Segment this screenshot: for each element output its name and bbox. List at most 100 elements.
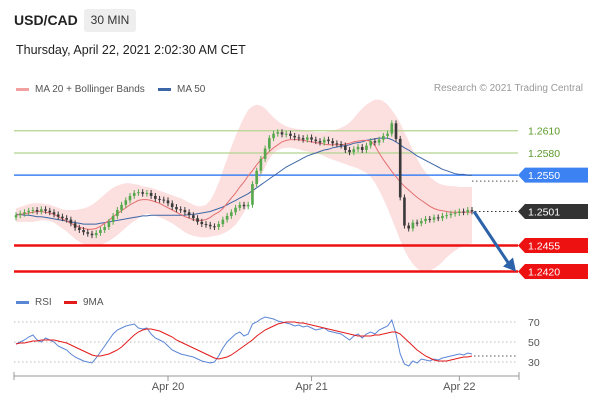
candle-body [61, 216, 64, 219]
candle-body [48, 210, 52, 213]
candle-body [170, 203, 174, 208]
candle-body [128, 195, 132, 201]
legend-ma20: MA 20 + Bollinger Bands [16, 84, 145, 95]
candle-body [420, 221, 423, 224]
candle-body [382, 135, 385, 140]
candle [453, 210, 457, 217]
candle [52, 209, 56, 218]
candle [179, 206, 182, 213]
candle [301, 135, 305, 143]
candle-body [306, 137, 309, 140]
candle-body [390, 123, 394, 134]
candle-body [276, 132, 280, 134]
candle-body [234, 207, 237, 213]
candle-body [335, 143, 339, 145]
legend-rsi: RSI [16, 297, 52, 308]
candle [331, 138, 334, 147]
candle [436, 214, 440, 222]
rsi-swatch [16, 301, 29, 304]
candle-body [445, 215, 448, 217]
price-tag-1-2550 [518, 167, 588, 183]
candle [40, 206, 43, 215]
candle [208, 221, 212, 230]
candle-body [466, 210, 470, 213]
candle [390, 120, 394, 137]
level-label-1-2420: 1.2420 [528, 266, 560, 278]
candle [86, 229, 90, 237]
rsi-tick-label: 30 [528, 357, 540, 369]
candle-body [103, 227, 106, 230]
candle [470, 207, 474, 215]
candle [348, 147, 351, 156]
candle-body [297, 137, 301, 139]
candle-body [424, 218, 427, 222]
candle [411, 219, 415, 232]
candle-body [137, 192, 140, 194]
candle [73, 220, 77, 231]
candle [78, 224, 81, 233]
candle-body [120, 204, 123, 210]
candle-body [373, 141, 377, 143]
candle-body [56, 214, 60, 217]
candle [124, 197, 128, 208]
candle-body [356, 147, 360, 150]
candle [251, 181, 254, 208]
candle [94, 230, 98, 239]
level-label-1-2455: 1.2455 [528, 241, 560, 253]
candle-body [175, 207, 178, 210]
credit-text: Research © 2021 Trading Central [433, 83, 583, 94]
ma9-swatch [64, 301, 77, 304]
candle-body [458, 211, 461, 213]
rsi-line [15, 316, 473, 367]
candle-body [263, 148, 267, 159]
candle-body [251, 184, 254, 205]
candle [27, 207, 30, 216]
candle-body [310, 137, 313, 140]
candle-body [196, 218, 199, 222]
candle [170, 200, 174, 210]
candle [234, 204, 237, 216]
candle [263, 145, 267, 162]
timeframe-badge[interactable]: 30 MIN [84, 9, 136, 32]
candle [424, 215, 427, 225]
candle [458, 208, 461, 216]
candle-body [40, 209, 43, 212]
candle [44, 206, 47, 214]
candle [284, 130, 288, 138]
candle [255, 167, 258, 188]
candle [204, 221, 208, 228]
candle-body [208, 224, 212, 227]
rsi-ma-line [15, 321, 473, 362]
legend-ma20-label: MA 20 + Bollinger Bands [35, 84, 145, 95]
candle-body [348, 150, 351, 153]
ma50-swatch [158, 88, 171, 91]
ma20-swatch [16, 88, 29, 91]
candle-body [428, 218, 432, 220]
candle [217, 221, 220, 230]
candle-body [213, 226, 216, 228]
candle [339, 141, 343, 149]
candle [466, 207, 470, 216]
level-label-1-2610: 1.2610 [528, 126, 560, 138]
candle [56, 211, 60, 220]
candle [415, 219, 419, 227]
candle [318, 138, 322, 146]
ma50-line [16, 137, 472, 225]
candle-body [107, 221, 111, 228]
candle-body [255, 170, 258, 185]
candle [314, 136, 318, 145]
rsi-tick-label: 50 [528, 337, 540, 349]
candle [82, 227, 85, 236]
candle [445, 212, 448, 219]
candle-body [23, 212, 26, 214]
candle-body [272, 133, 275, 139]
candle [192, 212, 195, 222]
candle [428, 215, 432, 223]
candle [132, 190, 136, 199]
candle-body [78, 227, 81, 230]
candle [116, 207, 119, 219]
candle-body [403, 197, 406, 226]
candle-body [154, 195, 157, 199]
candle-body [86, 232, 90, 234]
